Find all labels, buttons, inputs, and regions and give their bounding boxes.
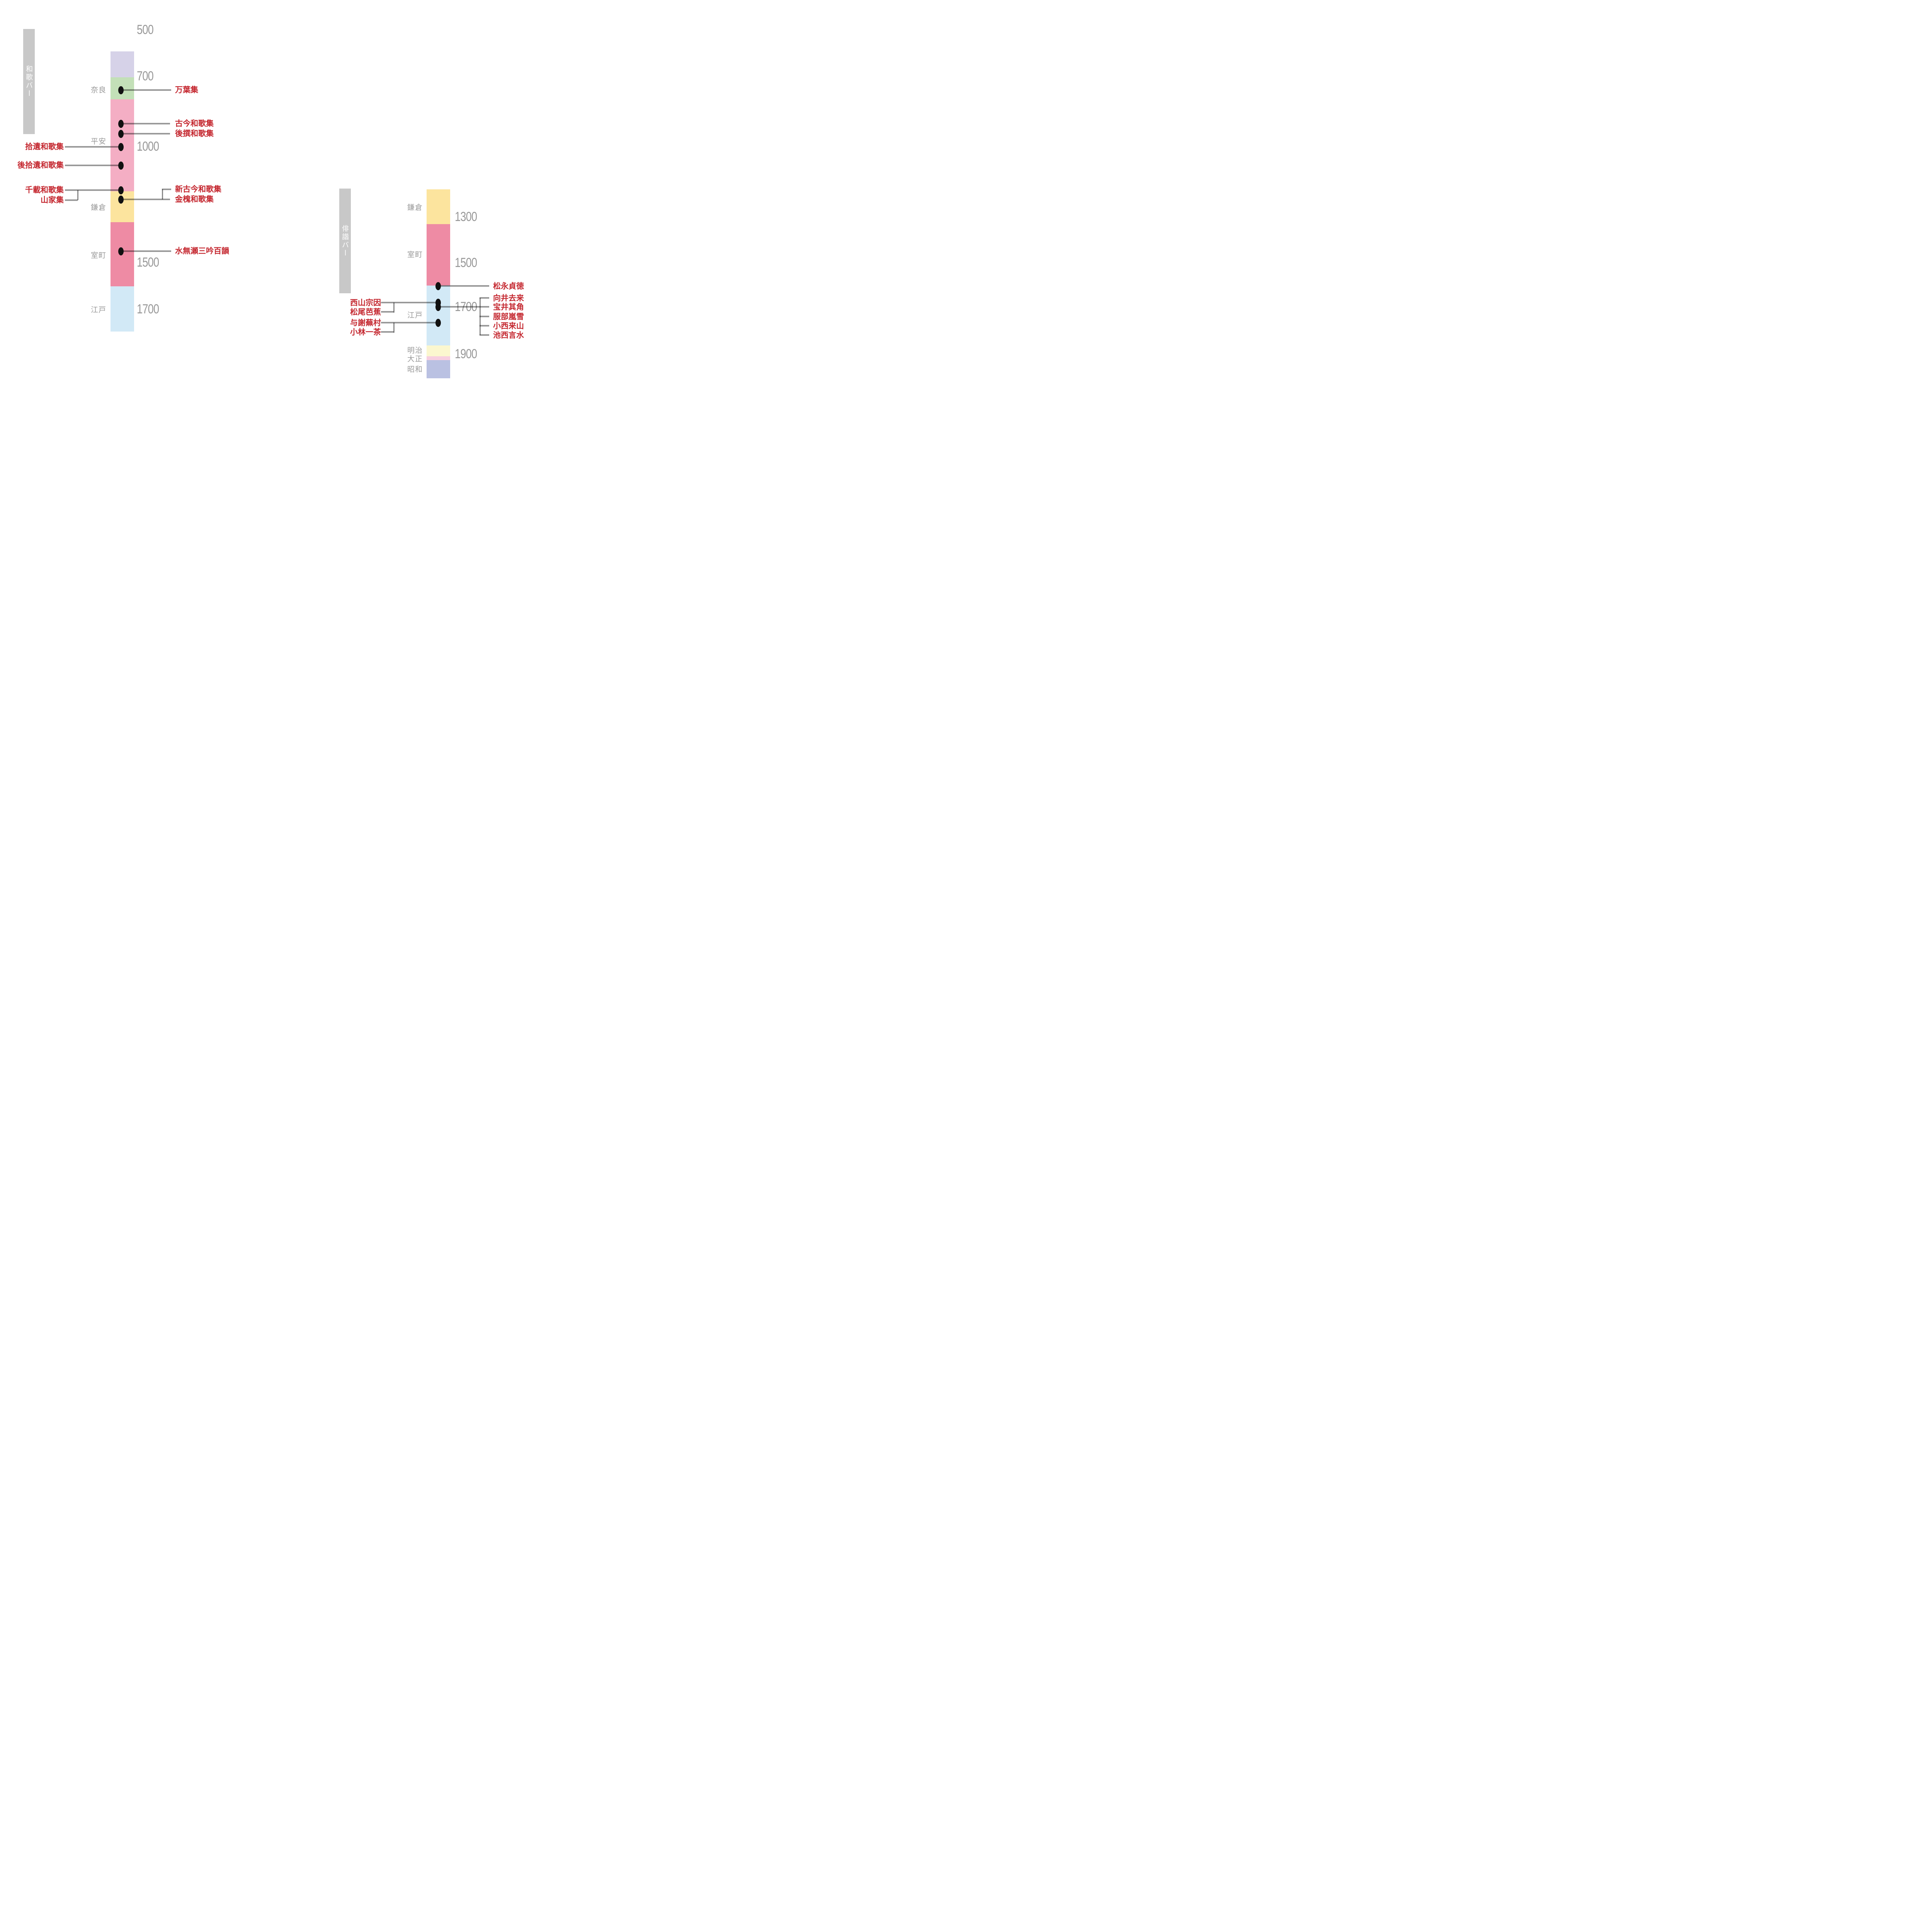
work-label-sanka: 山家集 [41, 196, 64, 204]
waka-year-1500: 1500 [137, 255, 159, 270]
bracket-shinkokin-kinkai [162, 189, 163, 199]
dot-goshui [118, 162, 124, 170]
poet-label-teitoku: 松永貞徳 [493, 281, 524, 291]
haikai-period-edo: 江戸 [407, 311, 423, 320]
timeline-diagram: 和歌バー 500 700 1000 1500 1700 奈良 平安 鎌倉 室町 … [0, 0, 548, 390]
connector-raizan [480, 325, 489, 327]
poet-label-issa: 小林一茶 [350, 327, 381, 337]
waka-period-heian: 平安 [90, 138, 106, 146]
haikai-segment-taisho [427, 356, 450, 360]
connector-kyorai [480, 297, 489, 299]
waka-bar-tab-label: 和歌バー [25, 65, 33, 98]
dot-senzai-sanka [118, 186, 124, 194]
haikai-period-showa: 昭和 [407, 366, 423, 374]
poet-label-basho: 松尾芭蕉 [350, 307, 381, 316]
dot-buson-issa [435, 319, 441, 327]
poet-label-raizan: 小西来山 [493, 321, 524, 330]
dot-1700-group [435, 303, 441, 311]
connector-gosen [121, 133, 170, 134]
connector-shinkokin [162, 189, 171, 190]
haikai-segment-edo [427, 286, 450, 345]
dot-teitoku [435, 282, 441, 290]
work-label-shui: 拾遺和歌集 [25, 143, 64, 151]
connector-shui [65, 146, 121, 148]
haikai-bar-tab-label: 俳諧バー [341, 224, 349, 257]
waka-segment-edo [111, 286, 134, 332]
haikai-year-1300: 1300 [455, 209, 477, 224]
dot-kokin [118, 120, 124, 128]
waka-period-muromachi: 室町 [90, 252, 106, 260]
connector-basho [381, 311, 394, 313]
haikai-segment-showa [427, 360, 450, 378]
work-label-kokin: 古今和歌集 [175, 119, 214, 128]
connector-senzai [65, 189, 121, 191]
connector-sanka [65, 199, 78, 201]
haikai-period-kamakura: 鎌倉 [407, 204, 423, 212]
work-label-senzai: 千載和歌集 [25, 186, 64, 194]
bracket-senzai-sanka [77, 190, 78, 200]
dot-gosen [118, 130, 124, 138]
waka-year-1700: 1700 [137, 302, 159, 316]
connector-kinkai [121, 199, 170, 200]
haikai-period-muromachi: 室町 [407, 251, 423, 259]
haikai-year-1500: 1500 [455, 255, 477, 270]
connector-soin [381, 302, 438, 303]
waka-year-1000: 1000 [137, 139, 159, 154]
waka-period-edo: 江戸 [90, 306, 106, 314]
waka-year-700: 700 [137, 69, 154, 83]
bracket-buson-issa [393, 323, 395, 333]
haikai-period-taisho: 大正 [407, 355, 423, 363]
dot-manyoshu [118, 86, 124, 94]
work-label-goshui: 後拾遺和歌集 [17, 161, 64, 170]
bracket-soin-basho [393, 303, 395, 313]
waka-year-500: 500 [137, 22, 154, 37]
work-label-kinkai: 金槐和歌集 [175, 195, 214, 204]
connector-goshui [65, 165, 121, 166]
haikai-year-1900: 1900 [455, 347, 477, 361]
waka-segment-asuka [111, 51, 134, 77]
connector-1700-group [438, 306, 489, 308]
connector-minase [121, 250, 171, 252]
dot-minase [118, 247, 124, 255]
connector-teitoku [438, 285, 489, 287]
haikai-segment-muromachi [427, 224, 450, 286]
dot-shinkokin-kinkai [118, 196, 124, 204]
waka-period-nara: 奈良 [90, 86, 106, 94]
connector-manyoshu [121, 89, 171, 91]
connector-ransetsu [480, 316, 489, 317]
work-label-manyoshu: 万葉集 [175, 86, 198, 94]
waka-period-kamakura: 鎌倉 [90, 204, 106, 212]
connector-issa [381, 331, 394, 333]
poet-label-kyorai: 向井去来 [493, 293, 524, 303]
connector-kokin [121, 123, 170, 124]
dot-shui [118, 143, 124, 151]
waka-bar-tab: 和歌バー [23, 29, 35, 134]
connector-buson [381, 322, 438, 323]
work-label-gosen: 後撰和歌集 [175, 129, 214, 138]
haikai-period-meiji: 明治 [407, 347, 423, 355]
poet-label-buson: 与謝蕪村 [350, 318, 381, 327]
haikai-segment-kamakura [427, 189, 450, 224]
poet-label-soin: 西山宗因 [350, 298, 381, 307]
work-label-minase: 水無瀬三吟百韻 [175, 247, 229, 255]
poet-label-ransetsu: 服部嵐雪 [493, 312, 524, 321]
connector-gonsui [480, 334, 489, 336]
haikai-bar-tab: 俳諧バー [339, 189, 351, 293]
poet-label-kikaku: 宝井其角 [493, 302, 524, 311]
haikai-segment-meiji [427, 345, 450, 356]
poet-label-gonsui: 池西言水 [493, 330, 524, 340]
work-label-shinkokin: 新古今和歌集 [175, 185, 221, 194]
